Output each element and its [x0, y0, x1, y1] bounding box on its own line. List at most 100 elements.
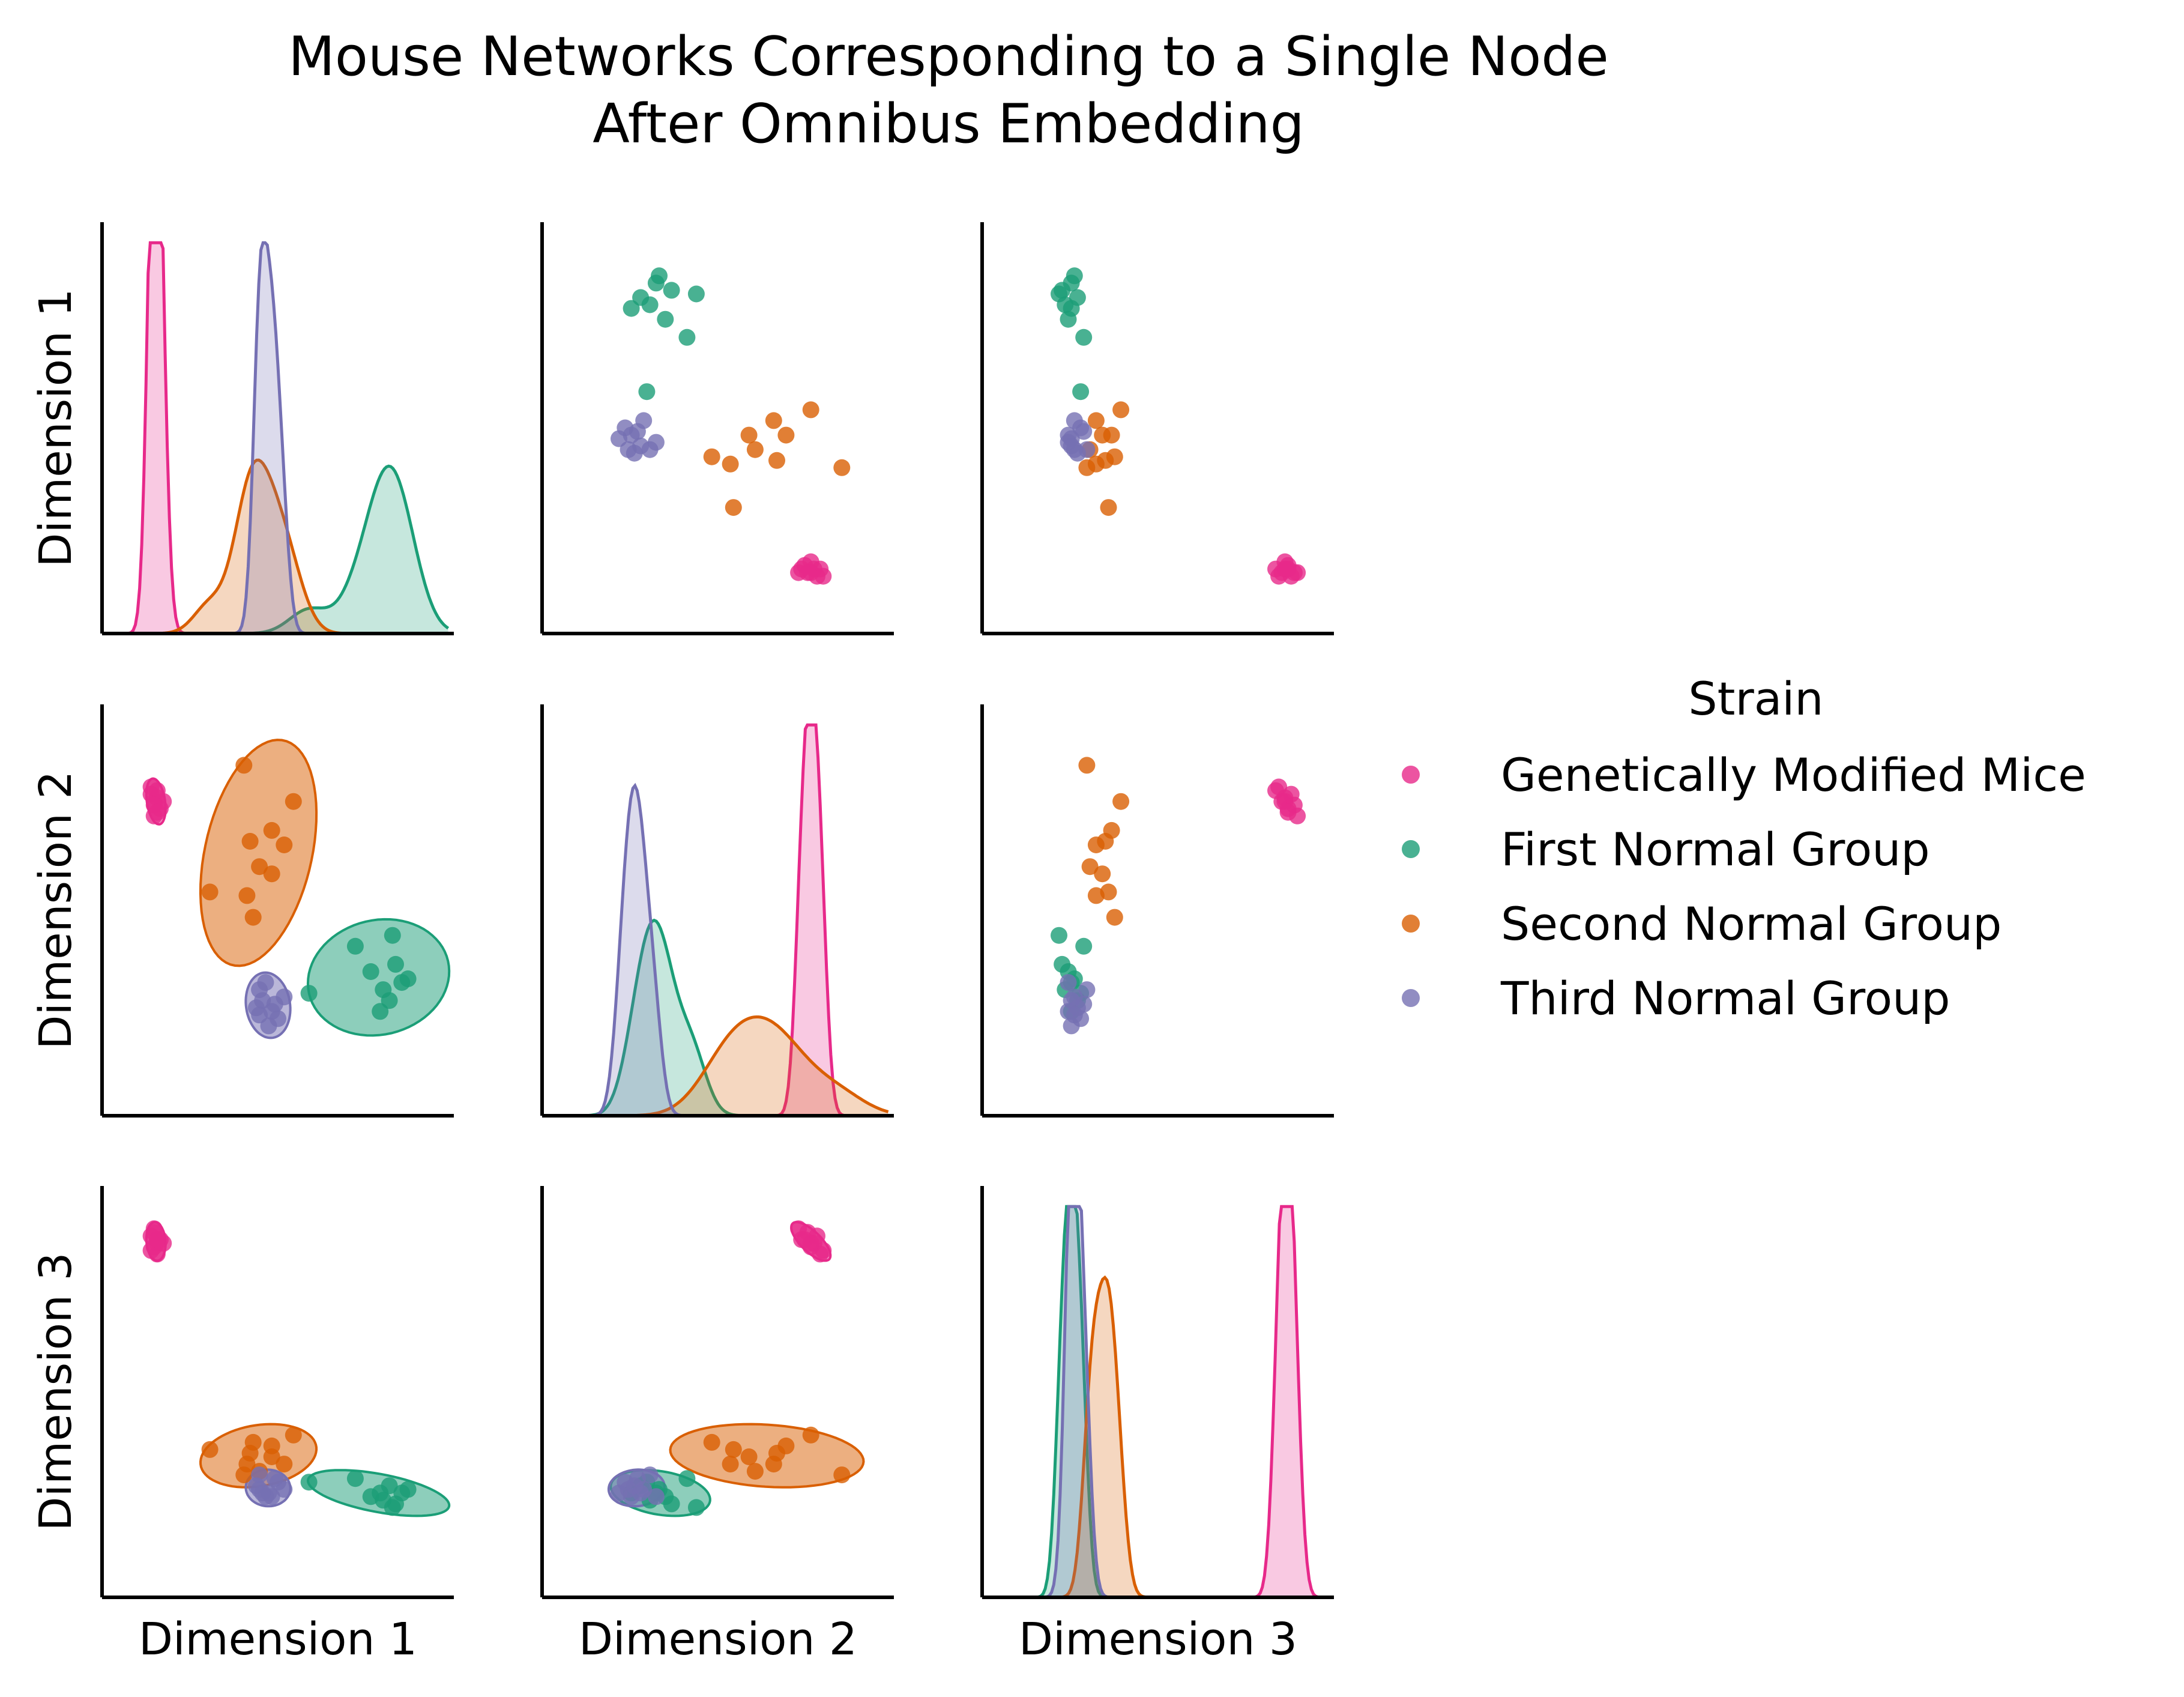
point-first-normal-group: [384, 927, 401, 944]
point-third-normal-group: [1066, 441, 1083, 458]
x-axis-label: Dimension 2: [579, 1614, 857, 1665]
point-first-normal-group: [687, 1499, 705, 1516]
legend-marker-first-normal-group: [1402, 840, 1420, 858]
panel-2-3: [1051, 757, 1306, 1035]
point-second-normal-group: [244, 909, 262, 926]
point-second-normal-group: [703, 448, 720, 465]
point-second-normal-group: [1094, 865, 1111, 883]
point-second-normal-group: [722, 455, 739, 473]
point-second-normal-group: [276, 836, 293, 853]
point-first-normal-group: [663, 282, 680, 299]
point-second-normal-group: [201, 1441, 219, 1458]
point-third-normal-group: [266, 996, 283, 1013]
point-third-normal-group: [647, 1488, 665, 1505]
point-second-normal-group: [251, 858, 268, 876]
point-genetically-modified-mice: [793, 1231, 810, 1248]
point-third-normal-group: [647, 434, 665, 451]
point-first-normal-group: [651, 267, 668, 285]
point-first-normal-group: [678, 1470, 696, 1487]
kde-fill-first-normal-group: [107, 466, 448, 634]
point-first-normal-group: [1051, 285, 1067, 303]
point-first-normal-group: [1054, 955, 1071, 973]
point-second-normal-group: [1078, 459, 1096, 476]
point-genetically-modified-mice: [142, 778, 160, 796]
point-first-normal-group: [362, 963, 379, 980]
legend-marker-genetically-modified-mice: [1402, 766, 1420, 784]
point-second-normal-group: [740, 1448, 758, 1465]
panel-1-2: [611, 267, 851, 585]
point-first-normal-group: [687, 285, 705, 303]
point-second-normal-group: [802, 1426, 819, 1444]
point-first-normal-group: [346, 1470, 364, 1487]
chart-title-line-2: After Omnibus Embedding: [593, 92, 1304, 156]
panel-3-3: [988, 1205, 1329, 1597]
point-first-normal-group: [300, 985, 318, 1002]
point-second-normal-group: [765, 412, 782, 429]
point-second-normal-group: [703, 1433, 720, 1451]
kde-fill-third-normal-group: [548, 785, 888, 1116]
point-first-normal-group: [623, 300, 640, 317]
point-second-normal-group: [263, 821, 280, 839]
legend-marker-second-normal-group: [1402, 915, 1420, 933]
kde-line-first-normal-group: [107, 464, 450, 634]
kde-line-genetically-modified-mice: [548, 723, 888, 1116]
point-second-normal-group: [746, 1463, 764, 1480]
point-first-normal-group: [1066, 267, 1083, 285]
kde-fill-first-normal-group: [548, 920, 888, 1116]
point-first-normal-group: [384, 1499, 401, 1516]
point-second-normal-group: [740, 426, 758, 444]
y-axis-label: Dimension 2: [30, 771, 82, 1050]
legend-label-first-normal-group: First Normal Group: [1501, 823, 1930, 876]
panel-3-2: [607, 1220, 865, 1517]
point-first-normal-group: [399, 1481, 417, 1498]
point-third-normal-group: [251, 1481, 268, 1498]
point-third-normal-group: [620, 441, 637, 458]
kde-line-second-normal-group: [548, 1015, 889, 1116]
point-second-normal-group: [1100, 499, 1117, 516]
point-second-normal-group: [1097, 833, 1114, 850]
point-second-normal-group: [725, 499, 742, 516]
kde-fill-third-normal-group: [988, 1206, 1329, 1597]
point-second-normal-group: [201, 883, 219, 901]
point-genetically-modified-mice: [815, 567, 832, 585]
point-first-normal-group: [1063, 300, 1080, 317]
kde-fill-first-normal-group: [988, 1206, 1329, 1597]
point-second-normal-group: [263, 865, 280, 883]
point-third-normal-group: [629, 423, 646, 440]
point-genetically-modified-mice: [1270, 778, 1288, 796]
point-second-normal-group: [276, 1456, 293, 1473]
point-second-normal-group: [1106, 909, 1123, 926]
legend-label-third-normal-group: Third Normal Group: [1500, 972, 1950, 1025]
kde-line-genetically-modified-mice: [988, 1205, 1329, 1597]
point-second-normal-group: [833, 459, 851, 476]
chart-title-line-1: Mouse Networks Corresponding to a Single…: [288, 25, 1609, 88]
kde-fill-second-normal-group: [107, 460, 448, 634]
kde-fill-second-normal-group: [548, 1017, 888, 1116]
point-genetically-modified-mice: [815, 1242, 832, 1259]
kde-line-first-normal-group: [548, 918, 888, 1116]
point-second-normal-group: [244, 1433, 262, 1451]
point-second-normal-group: [777, 426, 795, 444]
point-first-normal-group: [1075, 328, 1093, 346]
point-second-normal-group: [725, 1441, 742, 1458]
point-second-normal-group: [285, 793, 302, 810]
point-first-normal-group: [399, 970, 417, 987]
point-genetically-modified-mice: [148, 803, 166, 821]
point-second-normal-group: [235, 1466, 253, 1484]
x-axis-label: Dimension 1: [139, 1614, 417, 1665]
point-first-normal-group: [657, 310, 674, 328]
point-second-normal-group: [1087, 412, 1105, 429]
y-axis-label: Dimension 1: [30, 289, 82, 567]
kde-line-third-normal-group: [548, 782, 888, 1116]
point-first-normal-group: [678, 328, 696, 346]
point-second-normal-group: [833, 1466, 851, 1484]
point-first-normal-group: [638, 383, 656, 401]
point-second-normal-group: [1112, 793, 1130, 810]
point-third-normal-group: [1075, 423, 1093, 440]
point-second-normal-group: [1078, 757, 1096, 774]
point-third-normal-group: [1066, 1006, 1083, 1024]
y-axis-label: Dimension 3: [30, 1253, 82, 1531]
point-genetically-modified-mice: [148, 1231, 166, 1248]
